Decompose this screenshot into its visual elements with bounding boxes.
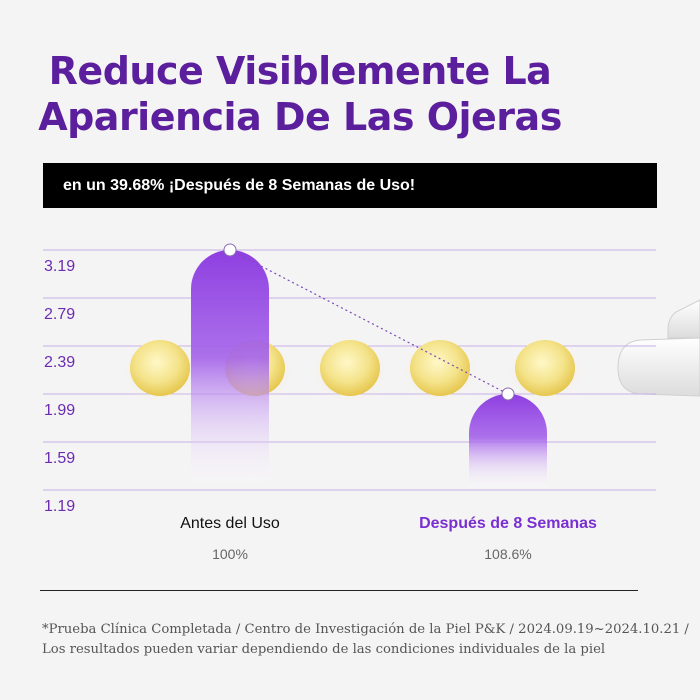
capsule-icon (130, 340, 190, 396)
y-tick-label: 1.19 (44, 498, 75, 515)
footnote: *Prueba Clínica Completada / Centro de I… (42, 620, 700, 660)
footer-divider (40, 590, 638, 591)
x-sub-label: 108.6% (484, 546, 531, 562)
title-line-2: Apariencia De Las Ojeras (38, 95, 562, 139)
data-point (501, 387, 515, 401)
x-sub-label: 100% (212, 546, 248, 562)
capsule-icon (410, 340, 470, 396)
footnote-line-2: Los resultados pueden variar dependiendo… (42, 642, 606, 657)
bars (191, 250, 547, 490)
x-category-label: Después de 8 Semanas (419, 515, 597, 532)
bar (191, 250, 269, 490)
page-title: Reduce Visiblemente La Apariencia De Las… (0, 48, 600, 140)
y-tick-label: 3.19 (44, 258, 75, 275)
data-point (223, 243, 237, 257)
y-tick-label: 1.59 (44, 450, 75, 467)
trend-line (229, 249, 509, 395)
x-axis-labels: Antes del Uso 100% Después de 8 Semanas 108… (180, 515, 597, 562)
title-line-1: Reduce Visiblemente La (48, 49, 552, 93)
bar (469, 394, 547, 490)
y-axis-ticks: 3.19 2.79 2.39 1.99 1.59 1.19 (44, 258, 75, 515)
y-tick-label: 2.39 (44, 354, 75, 371)
y-tick-label: 2.79 (44, 306, 75, 323)
x-category-label: Antes del Uso (180, 515, 280, 532)
trend-connector (223, 243, 515, 401)
bar-chart: 3.19 2.79 2.39 1.99 1.59 1.19 Antes del Uso 10… (43, 243, 700, 562)
product-applicator (617, 299, 700, 397)
y-tick-label: 1.99 (44, 402, 75, 419)
capsule-icon (515, 340, 575, 396)
capsule-icon (320, 340, 380, 396)
result-banner: en un 39.68% ¡Después de 8 Semanas de Us… (43, 163, 657, 208)
footnote-line-1: *Prueba Clínica Completada / Centro de I… (42, 622, 689, 637)
